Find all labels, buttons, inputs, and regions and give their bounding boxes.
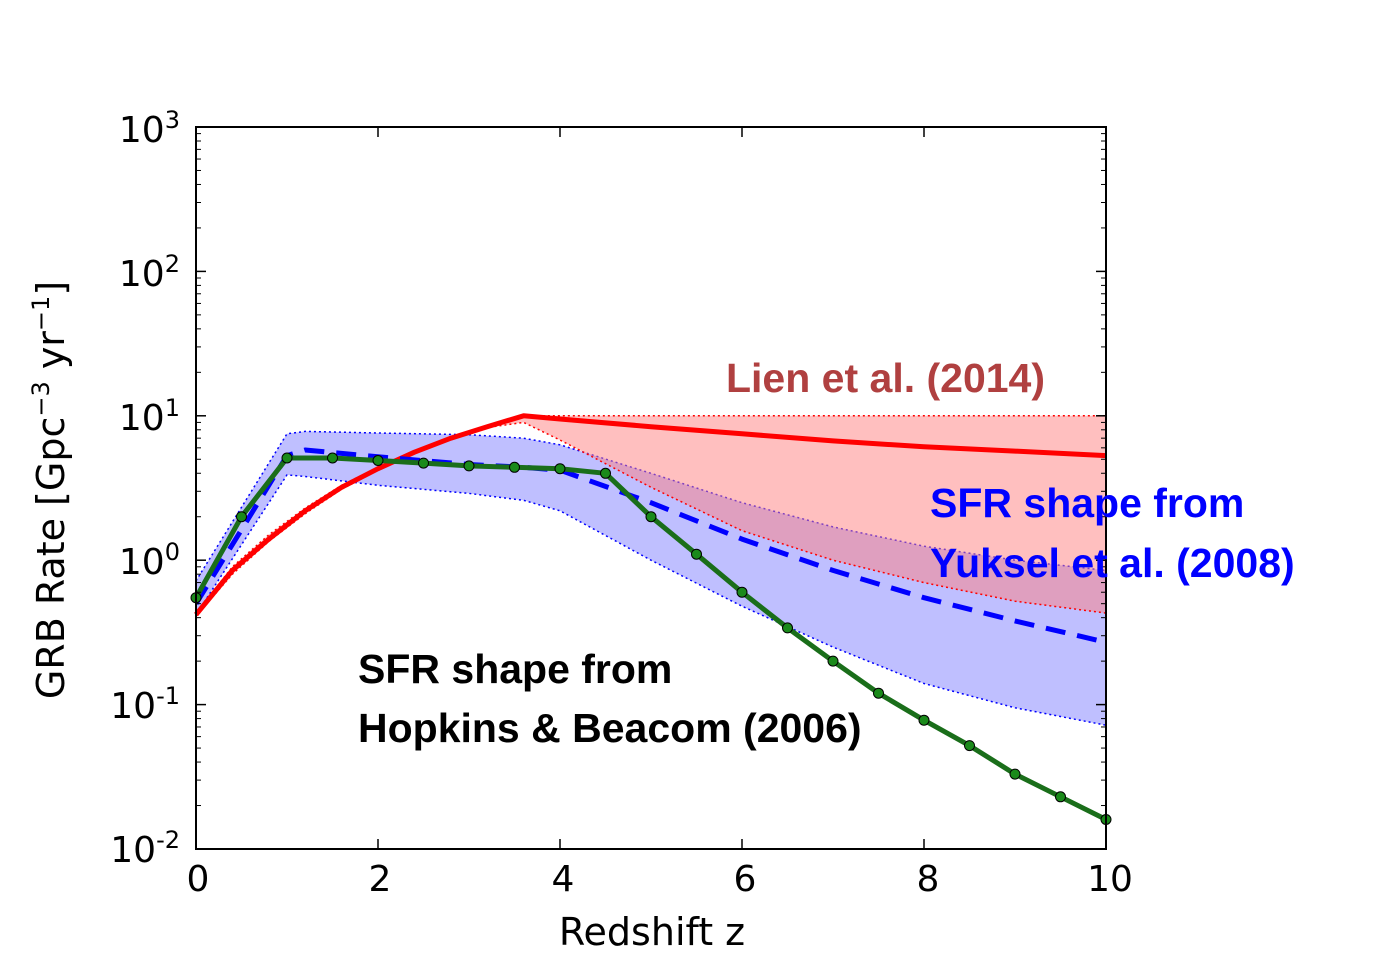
plot-frame <box>195 126 1107 850</box>
annotation-hopkins-line2: Hopkins & Beacom (2006) <box>358 705 862 751</box>
band-upper-edge <box>195 430 1107 582</box>
band-upper-edge <box>195 415 1106 614</box>
data-point <box>691 548 702 560</box>
series-markers <box>190 452 1112 825</box>
data-point <box>827 655 839 667</box>
data-point <box>281 452 293 464</box>
y-axis-title: GRB Rate [Gpc−3 yr−1] <box>27 281 73 699</box>
x-tick-label: 8 <box>917 859 940 900</box>
y-tick-label: 101 <box>119 394 180 439</box>
y-tick-labels: 10-2 10-1 100 101 102 103 <box>110 106 180 871</box>
data-point <box>1055 791 1066 803</box>
uncertainty-bands <box>195 415 1107 726</box>
x-tick-label: 0 <box>187 859 210 900</box>
data-point <box>600 467 611 479</box>
data-point <box>918 714 930 726</box>
uncertainty-band <box>196 431 1106 726</box>
axis-ticks <box>195 126 1107 850</box>
x-tick-label: 4 <box>552 859 575 900</box>
y-tick-label: 10-1 <box>110 682 180 727</box>
data-point <box>782 622 793 634</box>
data-point <box>645 511 657 523</box>
x-tick-label: 6 <box>734 859 757 900</box>
data-point <box>964 740 975 752</box>
uncertainty-band <box>196 415 1106 617</box>
data-point <box>736 586 748 598</box>
y-tick-label: 103 <box>119 106 180 151</box>
annotation-yuksel-line1: SFR shape from <box>930 480 1244 526</box>
x-tick-labels: 0 2 4 6 8 10 <box>187 859 1133 900</box>
data-point <box>1009 768 1021 780</box>
data-point <box>509 461 520 473</box>
data-point <box>463 460 475 472</box>
annotation-yuksel-line2: Yuksel et al. (2008) <box>930 540 1295 586</box>
series-line <box>194 413 1107 617</box>
y-tick-label: 102 <box>119 250 180 295</box>
x-tick-label: 10 <box>1087 859 1133 900</box>
band-lower-edge <box>195 421 1107 617</box>
y-tick-label: 100 <box>119 538 180 583</box>
data-point <box>236 511 247 523</box>
x-axis-title: Redshift z <box>559 910 745 954</box>
data-point <box>327 452 338 464</box>
data-point <box>372 455 384 466</box>
annotation-hopkins-line1: SFR shape from <box>358 646 672 692</box>
data-point <box>418 457 429 469</box>
data-point <box>873 687 884 699</box>
y-tick-label: 10-2 <box>110 826 180 871</box>
x-tick-label: 2 <box>369 859 392 900</box>
data-point <box>554 463 566 475</box>
band-lower-edge <box>195 474 1107 726</box>
annotation-lien: Lien et al. (2014) <box>726 355 1045 401</box>
